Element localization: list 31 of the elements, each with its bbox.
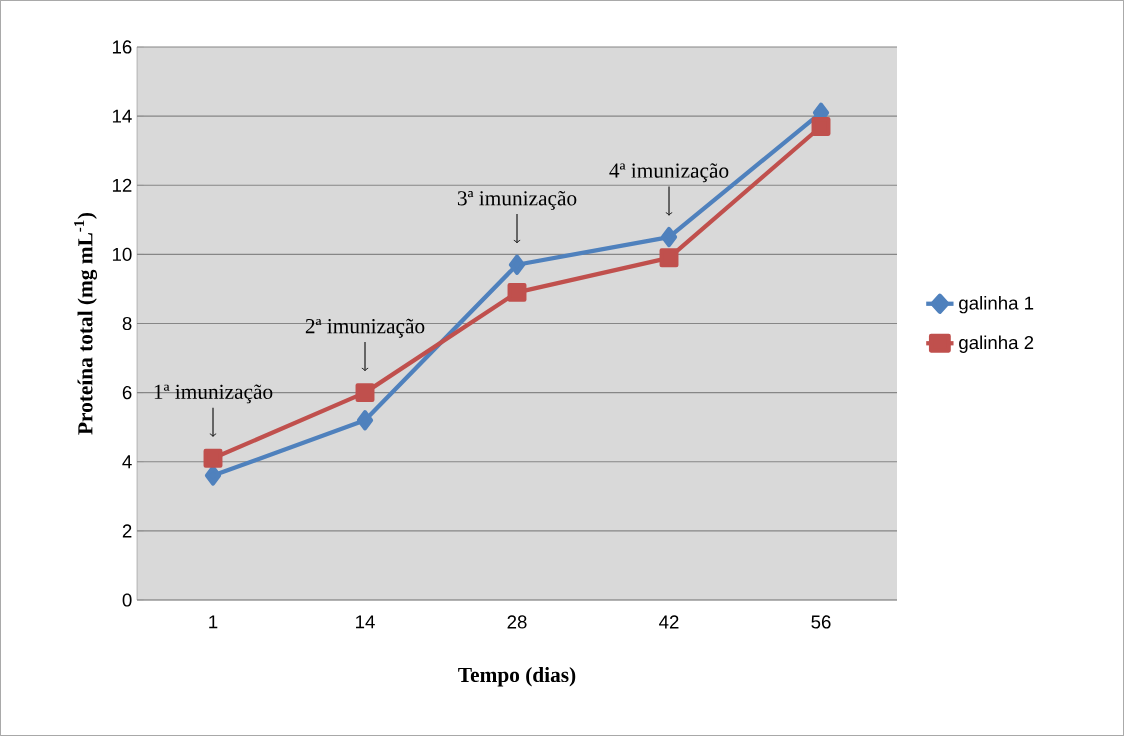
point <box>660 226 678 248</box>
y-tick-label: 0 <box>122 593 132 607</box>
y-tick-label: 8 <box>122 316 132 331</box>
x-axis-title: Tempo (dias) <box>458 667 576 687</box>
point <box>203 448 223 468</box>
y-tick-label: 14 <box>112 109 132 123</box>
point <box>356 410 374 431</box>
legend-label: galinha 2 <box>959 335 1034 353</box>
point <box>659 248 679 268</box>
y-axis-title: Proteína total (mg mL$^{-1}$) <box>74 212 98 435</box>
y-tick-label: 16 <box>112 40 132 54</box>
annotation: 3ª imunização <box>457 190 577 210</box>
y-tick-label: 2 <box>122 524 132 538</box>
y-tick-label: 12 <box>112 178 132 192</box>
y-tick-label: 6 <box>122 386 132 400</box>
annotation: 4ª imunização <box>609 163 729 183</box>
point <box>204 465 222 486</box>
annotation: 2ª imunização <box>305 318 425 338</box>
point <box>507 282 527 302</box>
x-tick-label: 14 <box>356 615 375 629</box>
x-tick-label: 28 <box>507 615 527 629</box>
annotation: 1ª imunização <box>154 384 273 404</box>
x-tick-label: 1 <box>209 615 218 629</box>
x-tick-label: 42 <box>659 615 679 629</box>
point <box>508 254 526 275</box>
point <box>355 383 375 403</box>
point <box>811 117 831 136</box>
x-tick-label: 56 <box>811 615 831 629</box>
legend-label: galinha 1 <box>959 295 1034 314</box>
y-tick-label: 10 <box>112 247 132 261</box>
y-tick-label: 4 <box>122 455 132 469</box>
